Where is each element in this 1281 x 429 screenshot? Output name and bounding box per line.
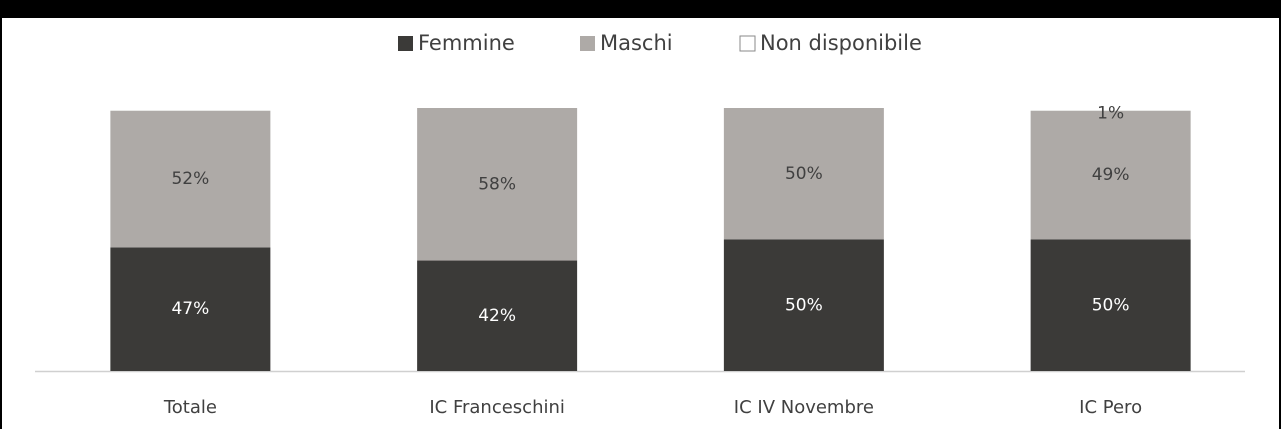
bar-segment [1030,108,1191,111]
legend-swatch [580,36,595,51]
bar-segment [723,108,884,240]
bar-segment [110,247,271,371]
top-bar [0,0,1281,18]
bar-segment [723,239,884,371]
left-border [0,0,2,429]
data-label: 47% [171,299,209,319]
legend-swatch [739,35,756,52]
data-label: 52% [171,169,209,189]
legend-label: Maschi [600,31,673,55]
legend-label: Femmine [418,31,515,55]
data-label: 50% [785,164,823,184]
x-tick-label: Totale [163,397,217,418]
data-label: 58% [478,174,516,194]
legend-swatch [398,36,413,51]
bar-segment [1030,239,1191,371]
bar-segment [110,110,271,248]
data-label: 42% [478,306,516,326]
data-label: 1% [1097,103,1124,123]
bar-segment [1030,110,1191,240]
x-tick-label: IC Franceschini [429,397,565,418]
x-tick-label: IC IV Novembre [734,397,874,418]
right-border [1279,0,1281,429]
legend-label: Non disponibile [760,31,922,55]
bar-segment [417,108,578,261]
data-label: 50% [785,295,823,315]
x-tick-label: IC Pero [1079,397,1142,418]
data-label: 50% [1092,295,1130,315]
data-label: 49% [1092,165,1130,185]
bar-segment [110,108,271,111]
bar-segment [417,260,578,371]
